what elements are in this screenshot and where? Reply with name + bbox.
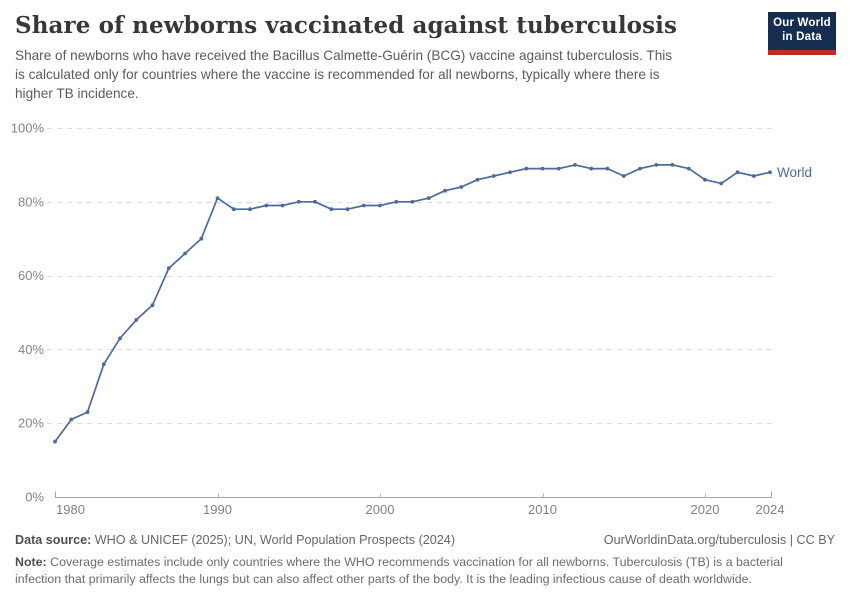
data-source: Data source: WHO & UNICEF (2025); UN, Wo… xyxy=(15,532,455,550)
data-point[interactable] xyxy=(638,166,642,171)
y-axis-tick-label: 60% xyxy=(18,268,44,283)
data-point[interactable] xyxy=(85,410,90,414)
chart-note: Note: Coverage estimates include only co… xyxy=(15,554,835,589)
note-label: Note: xyxy=(15,554,47,569)
chart-subtitle: Share of newborns who have received the … xyxy=(15,47,673,102)
data-point[interactable] xyxy=(329,207,334,212)
data-point[interactable] xyxy=(410,199,415,204)
data-point[interactable] xyxy=(556,166,561,171)
data-source-label: Data source: xyxy=(15,533,92,547)
data-point[interactable] xyxy=(394,199,399,204)
data-point[interactable] xyxy=(345,207,350,212)
data-point[interactable] xyxy=(686,166,691,171)
series-label-world[interactable]: World xyxy=(777,165,812,180)
data-point[interactable] xyxy=(654,163,659,167)
data-point[interactable] xyxy=(508,170,512,175)
chart-header: Share of newborns vaccinated against tub… xyxy=(15,12,836,103)
note-value: Coverage estimates include only countrie… xyxy=(15,554,783,587)
y-axis-tick-label: 100% xyxy=(11,121,45,136)
data-point[interactable] xyxy=(589,166,594,171)
data-point[interactable] xyxy=(426,196,431,200)
x-axis-tick-label: 1990 xyxy=(203,502,232,517)
y-axis-tick-label: 80% xyxy=(18,194,44,209)
data-point[interactable] xyxy=(524,166,529,171)
data-point[interactable] xyxy=(378,203,382,208)
data-point[interactable] xyxy=(53,439,57,444)
data-point[interactable] xyxy=(150,303,155,307)
data-point[interactable] xyxy=(280,203,285,208)
data-point[interactable] xyxy=(199,236,204,241)
data-point[interactable] xyxy=(540,166,545,171)
owid-logo-line1: Our World xyxy=(773,17,831,30)
data-point[interactable] xyxy=(443,188,447,193)
data-point[interactable] xyxy=(670,163,675,167)
bcg-coverage-line-chart[interactable]: 0% 20% 40% 60% 80% 100% 1980 1990 2000 2010 2020 20… xyxy=(0,110,850,530)
data-point[interactable] xyxy=(264,203,269,208)
data-point[interactable] xyxy=(101,362,106,367)
owid-logo-line2: in Data xyxy=(782,31,822,43)
y-axis-tick-label: 20% xyxy=(18,416,44,431)
data-point[interactable] xyxy=(751,174,756,178)
attribution-link[interactable]: OurWorldinData.org/tuberculosis | CC BY xyxy=(603,533,835,547)
data-point[interactable] xyxy=(215,196,220,200)
data-point[interactable] xyxy=(166,266,171,271)
data-point[interactable] xyxy=(361,203,366,208)
data-point[interactable] xyxy=(703,177,707,182)
x-axis-tick-label: 1980 xyxy=(56,502,85,517)
x-axis-tick-label: 2024 xyxy=(756,502,785,517)
data-point[interactable] xyxy=(313,199,317,204)
data-point[interactable] xyxy=(491,174,496,178)
data-point[interactable] xyxy=(69,417,74,422)
data-point[interactable] xyxy=(459,185,464,189)
data-point[interactable] xyxy=(248,207,252,212)
data-point[interactable] xyxy=(296,199,301,204)
owid-logo: Our World in Data xyxy=(768,12,836,55)
x-axis-tick-label: 2000 xyxy=(366,502,395,517)
x-axis-tick-label: 2010 xyxy=(528,502,557,517)
data-point[interactable] xyxy=(475,177,480,182)
data-point[interactable] xyxy=(573,163,577,167)
line-chart-area[interactable]: 0% 20% 40% 60% 80% 100% 1980 1990 2000 2010 2020 20… xyxy=(0,110,850,530)
data-point[interactable] xyxy=(134,318,139,322)
data-point[interactable] xyxy=(231,207,236,212)
data-point[interactable] xyxy=(768,170,772,175)
data-point[interactable] xyxy=(735,170,740,175)
x-axis-tick-label: 2020 xyxy=(691,502,720,517)
y-axis-tick-label: 0% xyxy=(25,490,44,505)
data-point[interactable] xyxy=(605,166,610,171)
chart-footer: Data source: WHO & UNICEF (2025); UN, Wo… xyxy=(15,532,835,589)
data-source-value: WHO & UNICEF (2025); UN, World Populatio… xyxy=(94,533,456,547)
page-title: Share of newborns vaccinated against tub… xyxy=(15,12,678,39)
data-point[interactable] xyxy=(621,174,626,178)
data-point[interactable] xyxy=(719,181,724,186)
y-axis-tick-label: 40% xyxy=(18,342,44,357)
data-point[interactable] xyxy=(183,251,187,256)
series-line-world[interactable] xyxy=(54,164,771,443)
data-point[interactable] xyxy=(118,336,122,341)
